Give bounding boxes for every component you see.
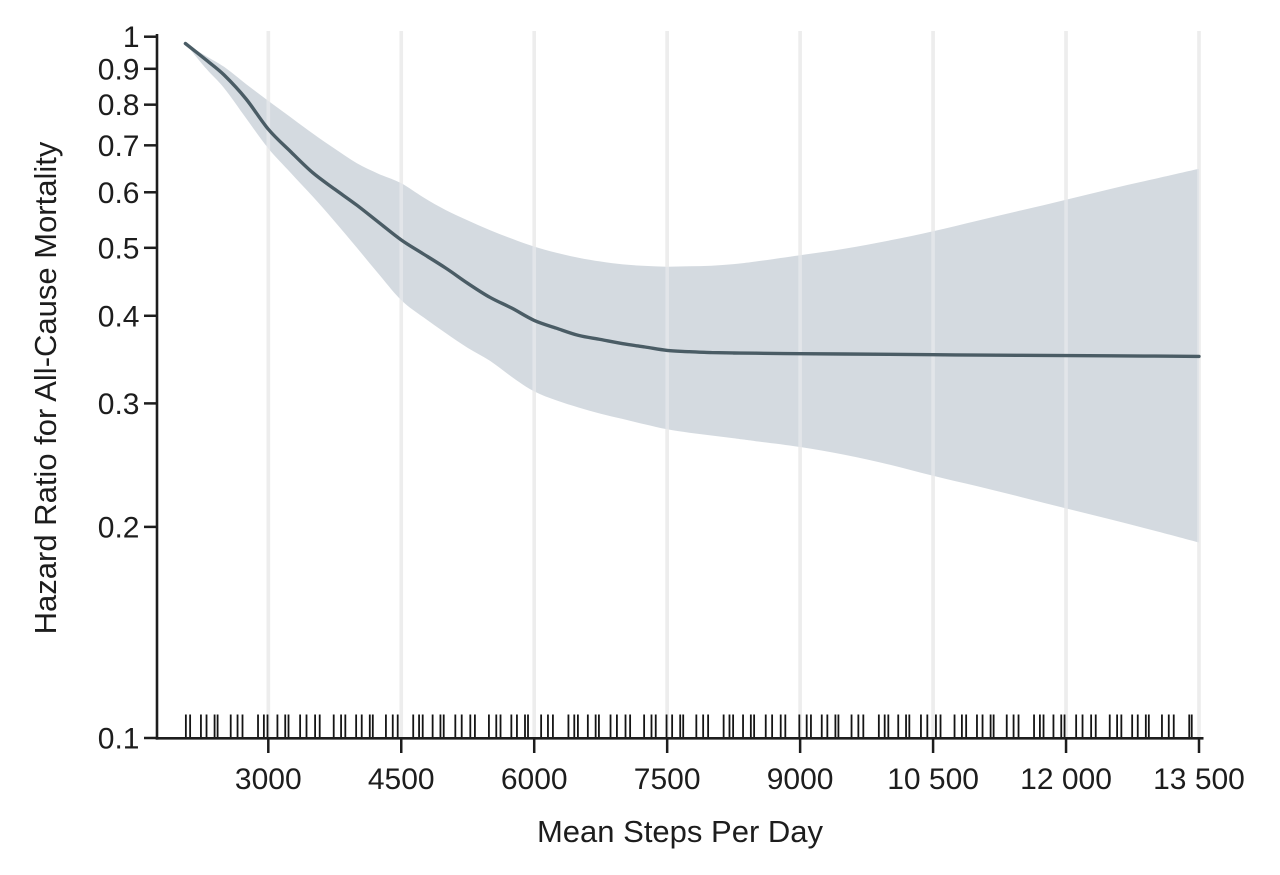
y-tick-label: 0.5 [98, 232, 140, 265]
x-tick-label: 13 500 [1153, 763, 1245, 796]
x-tick-label: 4500 [368, 763, 435, 796]
confidence-band-group [185, 43, 1199, 543]
y-tick-label: 1 [123, 21, 140, 54]
y-tick-label: 0.9 [98, 53, 140, 86]
rug-plot-group [184, 714, 1193, 738]
hazard-ratio-curve [183, 41, 1201, 359]
x-tick-label: 12 000 [1020, 763, 1112, 796]
x-tick-label: 3000 [235, 763, 302, 796]
y-tick-label: 0.3 [98, 388, 140, 421]
y-tick-label: 0.7 [98, 130, 140, 163]
x-axis-title: Mean Steps Per Day [537, 814, 824, 849]
axes-group [144, 34, 1204, 753]
y-tick-label: 0.6 [98, 177, 140, 210]
y-tick-label: 0.2 [98, 511, 140, 544]
x-tick-label: 7500 [634, 763, 701, 796]
x-tick-label: 6000 [501, 763, 568, 796]
y-tick-label: 0.8 [98, 89, 140, 122]
y-tick-label: 0.1 [98, 723, 140, 756]
y-axis-title: Hazard Ratio for All-Cause Mortality [28, 141, 63, 634]
hr-curve-group [183, 41, 1201, 359]
grid-overlay-group [266, 31, 1201, 738]
confidence-interval-band [185, 43, 1199, 543]
y-tick-label: 0.4 [98, 300, 140, 333]
x-tick-label: 9000 [767, 763, 834, 796]
x-tick-label: 10 500 [887, 763, 979, 796]
tick-labels-group: 10.90.8 0.7 0.6 0.5 0.4 0.3 0.2 0.1 3000 4500 6000… [98, 21, 1245, 796]
